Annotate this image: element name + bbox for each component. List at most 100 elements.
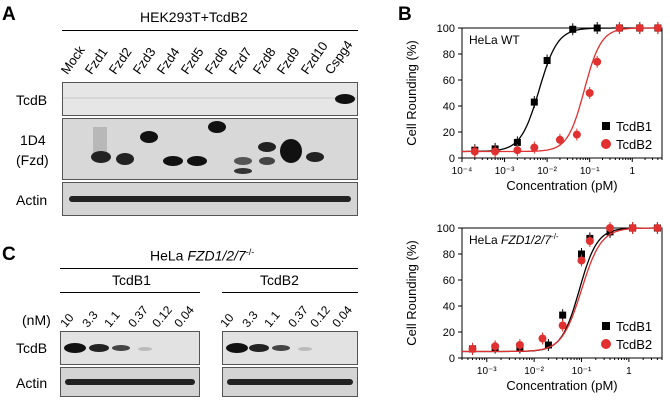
panel-a-header-line: [62, 30, 358, 31]
data-point: [530, 143, 539, 152]
lane-label: Fzd9: [273, 44, 303, 77]
chart-title: HeLa WT: [469, 33, 520, 47]
x-tick-label: 10⁻²: [524, 366, 544, 377]
dose-label: 0.37: [285, 303, 312, 330]
data-point: [628, 224, 637, 232]
legend-label: TcdB2: [616, 337, 652, 352]
x-tick-label: 10⁻³: [495, 166, 515, 177]
blot-c-tcdb1: [60, 331, 200, 365]
group-label-tcdb2: TcdB2: [260, 272, 299, 288]
y-tick-label: 0: [449, 353, 455, 365]
data-point: [543, 57, 551, 64]
chart-wt: 0 20 40 60 80 100 10⁻⁴ 10⁻³ 10⁻² 10⁻¹ 1 Cell Roundi…: [404, 22, 663, 193]
y-tick-label: 100: [437, 223, 455, 235]
data-point: [530, 98, 538, 106]
lane-label: Fzd4: [153, 44, 183, 77]
data-point: [606, 224, 615, 232]
dose-label: 10: [217, 310, 237, 330]
y-tick-label: 80: [443, 49, 455, 61]
y-tick-label: 40: [443, 101, 455, 113]
panel-c-cell-line-prefix: HeLa: [150, 247, 188, 264]
data-point: [577, 256, 586, 265]
blot-c-tcdb2: [222, 331, 358, 365]
dose-label: 3.3: [239, 308, 261, 330]
c-row-label-actin: Actin: [16, 375, 48, 391]
blot-c-tcdb2-bands: [226, 343, 312, 353]
plot-frame: [461, 27, 663, 159]
y-tick-label: 20: [443, 127, 455, 139]
panel-c-cell-line: HeLa FZD1/2/7-/-: [150, 247, 254, 264]
blot-c-actin1: [60, 367, 200, 397]
dose-label: 0.04: [329, 303, 356, 330]
legend-label: TcdB2: [616, 137, 652, 152]
blot-c-actin1-bands: [65, 379, 195, 385]
y-axis-label: Cell Rounding (%): [404, 40, 419, 146]
data-point: [585, 237, 594, 245]
x-axis-label: Concentration (pM): [506, 378, 617, 393]
data-point: [585, 89, 594, 97]
row-label-fzd: (Fzd): [16, 152, 49, 168]
data-point: [653, 224, 662, 232]
data-point: [578, 250, 586, 258]
chart-title: HeLa FZD1/2/7-/-: [469, 232, 559, 247]
y-tick-label: 40: [443, 301, 455, 313]
row-label-actin: Actin: [16, 192, 48, 208]
y-tick-label: 60: [443, 75, 455, 87]
x-tick-label: 1: [629, 166, 635, 177]
legend-marker: [601, 139, 611, 149]
data-point: [653, 24, 662, 32]
legend-marker: [602, 322, 610, 330]
chart-ko: 0 20 40 60 80 100 10⁻³ 10⁻² 10⁻¹ 1 Cell Rounding (…: [404, 222, 663, 393]
blot-c-actin2: [222, 367, 358, 397]
panel-c-label: C: [2, 244, 16, 265]
panel-b-label: B: [398, 4, 412, 25]
panel-a-cell-line: HEK293T+TcdB2: [140, 9, 248, 25]
x-tick-label: 10⁻²: [537, 166, 557, 177]
data-point: [538, 334, 547, 343]
x-tick-label: 1: [626, 366, 632, 377]
legend-marker: [602, 122, 610, 130]
data-point: [559, 311, 567, 319]
x-tick-label: 10⁻¹: [572, 366, 592, 377]
row-label-tcdb: TcdB: [16, 92, 48, 108]
blot-a-1d4-bands: [91, 121, 324, 174]
dose-label: 1.1: [261, 308, 283, 330]
data-point: [615, 24, 624, 32]
data-point: [544, 341, 552, 349]
y-tick-label: 0: [449, 153, 455, 165]
dose-label: 0.12: [307, 303, 334, 330]
lane-label: Fzd6: [201, 44, 231, 77]
row-label-1d4: 1D4: [20, 132, 46, 148]
blot-c-tcdb1-bands: [64, 343, 152, 353]
unit-label: (nM): [22, 312, 51, 328]
panel-c-cell-line-gene: FZD1/2/7: [187, 247, 246, 264]
panel-a-label: A: [2, 4, 16, 25]
data-point: [569, 25, 577, 33]
group-line-tcdb2: [222, 292, 358, 293]
legend-label: TcdB1: [616, 319, 652, 334]
x-tick-label: 10⁻⁴: [452, 166, 473, 177]
blot-a-1d4: [62, 118, 358, 180]
dose-label: 0.12: [149, 303, 176, 330]
dose-label: 0.37: [125, 303, 152, 330]
data-point: [635, 24, 644, 32]
data-point: [468, 344, 477, 353]
lane-label: Cspg4: [321, 37, 356, 77]
blot-c-actin2-bands: [227, 379, 353, 385]
blot-a-actin: [62, 182, 358, 216]
y-tick-label: 60: [443, 275, 455, 287]
panel-c-cell-line-sup: -/-: [245, 247, 255, 257]
lane-label: Mock: [57, 42, 88, 77]
panel-c-header-line: [60, 268, 358, 269]
blot-a-tcdb-bands: [63, 94, 357, 104]
data-point: [513, 138, 521, 146]
lane-label: Fzd5: [177, 44, 207, 77]
blot-a-tcdb: [62, 82, 358, 116]
y-tick-label: 100: [437, 23, 455, 35]
dose-label: 10: [57, 310, 77, 330]
x-tick-label: 10⁻¹: [580, 166, 600, 177]
data-point: [491, 342, 500, 351]
y-tick-label: 20: [443, 327, 455, 339]
lane-label: Fzd2: [105, 44, 135, 77]
lane-label: Fzd3: [129, 44, 159, 77]
